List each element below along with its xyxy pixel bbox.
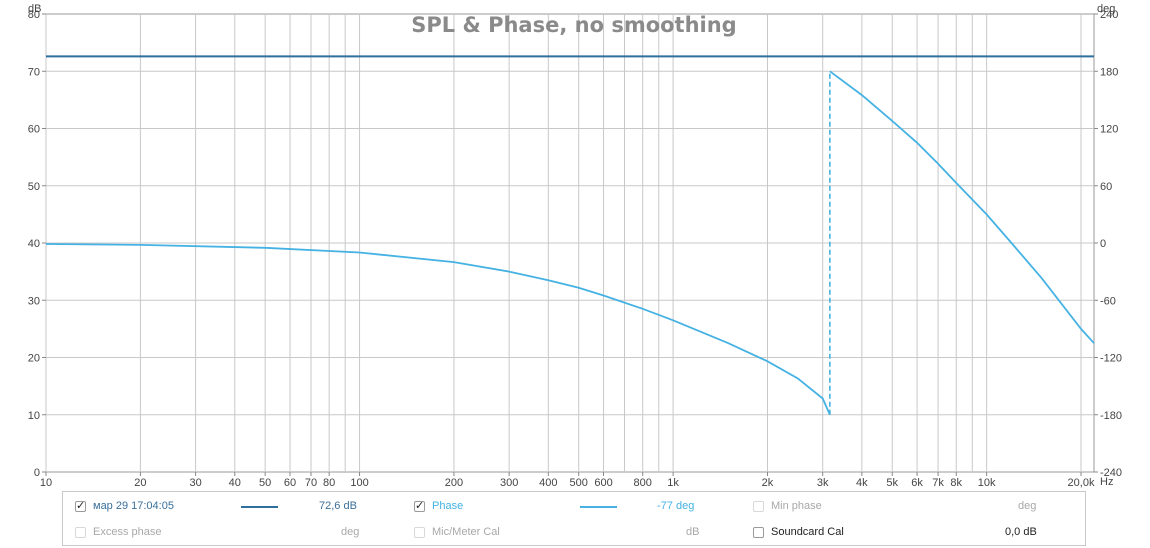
measurement-label: мар 29 17:04:05	[93, 500, 174, 512]
x-tick-label: 800	[634, 477, 652, 489]
x-tick-label: 1k	[667, 477, 679, 489]
x-tick-label: 400	[539, 477, 557, 489]
phase-line-swatch	[580, 506, 617, 508]
x-tick-label: 20	[134, 477, 146, 489]
min-phase-label: Min phase	[771, 500, 822, 512]
spl-phase-chart: 01020304050607080-240-180-120-6006012018…	[28, 3, 1122, 489]
excess-phase-label: Excess phase	[93, 526, 162, 538]
x-tick-label: 600	[594, 477, 612, 489]
phase-series-line	[45, 243, 831, 416]
y-left-tick-label: 30	[28, 295, 40, 307]
y-right-tick-label: 240	[1100, 9, 1118, 21]
phase-checkbox[interactable]: ✓	[414, 500, 425, 512]
right-axis-unit: deg	[1097, 3, 1115, 15]
x-axis-unit: Hz	[1100, 476, 1113, 488]
x-tick-label: 30	[189, 477, 201, 489]
y-left-tick-label: 80	[28, 9, 40, 21]
x-tick-label: 200	[445, 477, 463, 489]
x-tick-label: 500	[570, 477, 588, 489]
x-tick-label: 80	[323, 477, 335, 489]
x-tick-label: 10	[40, 477, 52, 489]
y-left-tick-label: 0	[34, 467, 40, 479]
x-tick-label: 100	[350, 477, 368, 489]
phase-value: -77 deg	[657, 500, 695, 512]
y-right-tick-label: -60	[1100, 295, 1116, 307]
y-right-tick-label: 180	[1100, 66, 1118, 78]
phase-label: Phase	[432, 500, 464, 512]
mic-cal-label: Mic/Meter Cal	[432, 526, 500, 538]
x-tick-label: 300	[500, 477, 518, 489]
y-left-tick-label: 70	[28, 66, 40, 78]
min-phase-unit: deg	[1018, 500, 1037, 512]
x-tick-label: 60	[284, 477, 296, 489]
x-tick-label: 10k	[978, 477, 996, 489]
x-tick-label: 8k	[950, 477, 962, 489]
y-left-tick-label: 40	[28, 238, 40, 250]
x-tick-label: 6k	[911, 477, 923, 489]
y-right-tick-label: 0	[1100, 238, 1106, 250]
y-left-tick-label: 10	[28, 410, 40, 422]
x-tick-label: 4k	[856, 477, 868, 489]
x-tick-label: 7k	[932, 477, 944, 489]
soundcard-cal-label: Soundcard Cal	[771, 526, 844, 538]
y-right-tick-label: -240	[1100, 467, 1122, 479]
y-right-tick-label: -180	[1100, 410, 1122, 422]
measurement-line-swatch	[241, 506, 278, 508]
y-left-tick-label: 20	[28, 353, 40, 365]
y-right-tick-label: -120	[1100, 353, 1122, 365]
y-left-tick-label: 60	[28, 124, 40, 136]
measurement-checkbox[interactable]: ✓	[75, 500, 86, 512]
excess-phase-unit: deg	[341, 526, 360, 538]
min-phase-checkbox[interactable]	[753, 501, 764, 512]
axis-ticks: 01020304050607080-240-180-120-6006012018…	[28, 9, 1122, 489]
soundcard-cal-checkbox[interactable]	[753, 527, 764, 538]
x-tick-label: 2k	[762, 477, 774, 489]
y-left-tick-label: 50	[28, 181, 40, 193]
mic-cal-unit: dB	[686, 526, 700, 538]
series-group	[45, 55, 1095, 416]
mic-cal-checkbox[interactable]	[414, 527, 425, 538]
excess-phase-checkbox[interactable]	[75, 527, 86, 538]
measurement-value: 72,6 dB	[319, 500, 357, 512]
left-axis-unit: dB	[28, 3, 41, 15]
legend-panel: ✓ мар 29 17:04:05 72,6 dB ✓ Phase -77 de…	[62, 491, 1086, 546]
x-tick-label: 20,0k	[1068, 477, 1095, 489]
chart-title: SPL & Phase, no smoothing	[411, 13, 736, 37]
y-right-tick-label: 60	[1100, 181, 1112, 193]
soundcard-cal-value: 0,0 dB	[1005, 526, 1037, 538]
x-tick-label: 5k	[886, 477, 898, 489]
x-tick-label: 40	[229, 477, 241, 489]
x-tick-label: 70	[305, 477, 317, 489]
x-tick-label: 50	[259, 477, 271, 489]
phase-series-line	[829, 70, 1095, 344]
grid	[45, 14, 1094, 472]
y-right-tick-label: 120	[1100, 124, 1118, 136]
x-tick-label: 3k	[817, 477, 829, 489]
